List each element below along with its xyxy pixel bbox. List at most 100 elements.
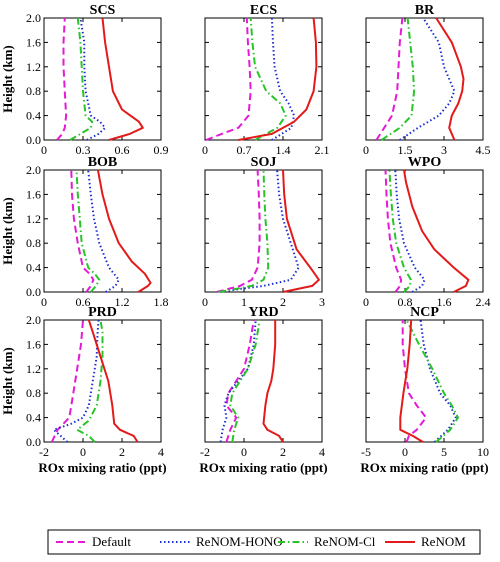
- y-axis-label: Height (km): [0, 347, 15, 415]
- x-tick-label: 0: [80, 445, 86, 459]
- legend-label: ReNOM-HONO: [196, 534, 283, 549]
- x-tick-label: 0: [202, 295, 208, 309]
- x-axis-label: ROx mixing ratio (ppt): [360, 460, 488, 475]
- y-axis-label: Height (km): [0, 45, 15, 113]
- x-tick-label: 0: [202, 143, 208, 157]
- y-tick-label: 1.2: [26, 60, 41, 74]
- series-line-renom-hono: [220, 169, 300, 293]
- y-tick-label: 0.0: [26, 435, 41, 449]
- panel-title: ECS: [250, 3, 277, 18]
- series-line-default: [384, 169, 403, 293]
- x-tick-label: -2: [200, 445, 210, 459]
- y-tick-label: 1.6: [26, 35, 41, 49]
- series-line-renom-hono: [270, 17, 296, 141]
- series-line-renom: [96, 169, 152, 293]
- legend-label: Default: [92, 534, 131, 549]
- series-line-renom-cl: [69, 17, 94, 141]
- series-line-renom-cl: [229, 319, 261, 443]
- panel-frame: [365, 169, 484, 293]
- panel-title: SCS: [90, 3, 116, 18]
- x-tick-label: 4.5: [476, 143, 491, 157]
- series-line-renom-hono: [419, 319, 457, 443]
- series-line-default: [56, 17, 68, 141]
- y-tick-label: 0.8: [26, 84, 41, 98]
- x-tick-label: -5: [361, 445, 371, 459]
- x-tick-label: 2: [119, 445, 125, 459]
- x-tick-label: 3: [319, 295, 325, 309]
- panel-title: BR: [415, 3, 435, 18]
- x-tick-label: 0: [41, 295, 47, 309]
- series-line-renom: [101, 17, 144, 141]
- legend-label: ReNOM-Cl: [314, 534, 376, 549]
- panel-title: BOB: [88, 155, 118, 170]
- legend: Default ReNOM-HONO ReNOM-Cl ReNOM: [47, 529, 481, 555]
- panel-title: WPO: [408, 155, 442, 170]
- y-tick-label: 0.4: [26, 411, 41, 425]
- legend-item-default: Default: [56, 534, 131, 549]
- series-line-renom: [262, 320, 284, 443]
- x-tick-label: 1.8: [154, 295, 169, 309]
- panel-wpo: WPO 0 0.8 1.6 2.4: [363, 155, 491, 309]
- x-tick-label: 0: [363, 295, 369, 309]
- panel-frame: [204, 17, 323, 141]
- panel-title: YRD: [248, 305, 278, 320]
- series-line-renom-hono: [399, 17, 456, 141]
- panel-frame: [43, 17, 162, 141]
- x-tick-label: 0.3: [76, 143, 91, 157]
- series-line-renom-hono: [52, 319, 100, 443]
- y-tick-label: 0.8: [26, 386, 41, 400]
- x-tick-label: 4: [158, 445, 164, 459]
- series-line-renom: [238, 17, 318, 141]
- x-tick-label: 1.6: [437, 295, 452, 309]
- x-tick-label: 2: [280, 445, 286, 459]
- series-line-renom: [282, 169, 320, 293]
- panel-soj: SOJ 0 1 2 3: [202, 155, 325, 309]
- panel-frame: [204, 319, 323, 443]
- panel-title: SOJ: [251, 155, 277, 170]
- x-tick-label: 1: [241, 295, 247, 309]
- y-tick-label: 1.2: [26, 362, 41, 376]
- panel-bob: BOB 0.0 0.4 0.8 1.2 1.6 2.0 0 0.6 1.2 1.8 Height (k…: [0, 155, 169, 309]
- y-tick-label: 0.0: [26, 133, 41, 147]
- series-line-default: [205, 17, 252, 141]
- x-tick-label: 0.8: [398, 295, 413, 309]
- x-tick-label: 2.4: [476, 295, 491, 309]
- x-tick-label: 10: [477, 445, 489, 459]
- x-tick-label: 2.1: [315, 143, 330, 157]
- x-tick-label: 0.9: [154, 143, 169, 157]
- panel-title: NCP: [410, 305, 439, 320]
- x-tick-label: 3: [441, 143, 447, 157]
- series-line-renom: [87, 319, 139, 443]
- y-tick-label: 2.0: [26, 163, 41, 177]
- series-line-renom-cl: [218, 169, 270, 293]
- series-line-default: [216, 169, 261, 293]
- series-line-renom: [403, 169, 470, 293]
- x-tick-label: 0: [402, 445, 408, 459]
- panel-scs: SCS 0.0 0.4 0.8 1.2 1.6 2.0 0 0.3 0.6 0.9 Height (k…: [0, 3, 169, 157]
- series-line-renom: [399, 319, 424, 443]
- x-tick-label: 0.7: [237, 143, 252, 157]
- series-line-default: [225, 319, 255, 443]
- x-tick-label: 0.6: [115, 143, 130, 157]
- y-tick-label: 2.0: [26, 313, 41, 327]
- series-line-renom-cl: [249, 17, 287, 141]
- legend-item-renom-cl: ReNOM-Cl: [278, 534, 376, 549]
- series-line-renom-hono: [79, 17, 107, 141]
- legend-item-renom-hono: ReNOM-HONO: [160, 534, 283, 549]
- y-tick-label: 0.4: [26, 109, 41, 123]
- x-tick-label: 0: [241, 445, 247, 459]
- legend-label: ReNOM: [421, 534, 466, 549]
- x-tick-label: 0: [363, 143, 369, 157]
- y-tick-label: 0.0: [26, 285, 41, 299]
- panel-title: PRD: [88, 305, 117, 320]
- y-tick-label: 2.0: [26, 11, 41, 25]
- series-line-renom-cl: [75, 169, 101, 293]
- series-line-default: [375, 17, 404, 141]
- legend-item-renom: ReNOM: [385, 534, 466, 549]
- panel-ecs: ECS 0 0.7 1.4 2.1: [202, 3, 330, 157]
- panel-frame: [43, 169, 162, 293]
